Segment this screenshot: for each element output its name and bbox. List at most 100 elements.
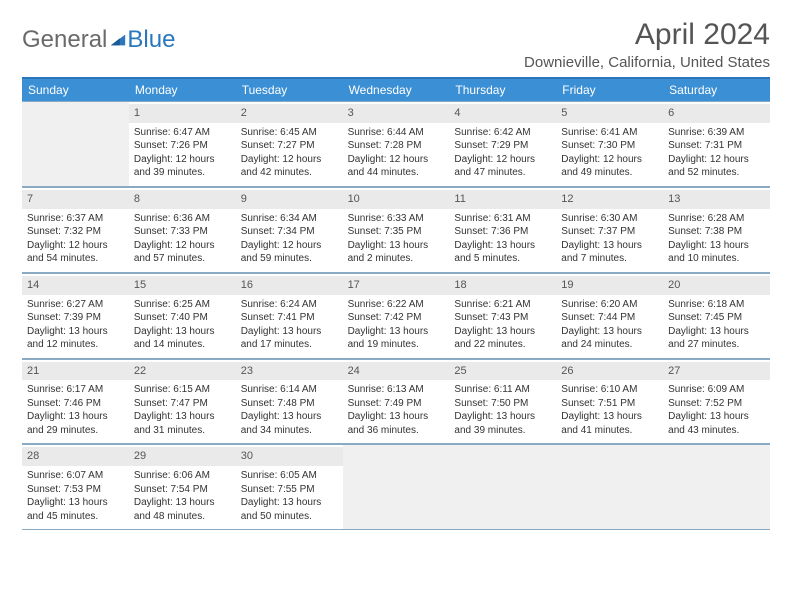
sunset-line: Sunset: 7:46 PM [27,397,124,411]
sunrise-line: Sunrise: 6:10 AM [561,383,658,397]
sunrise-line: Sunrise: 6:06 AM [134,469,231,483]
daylight-line: Daylight: 13 hours and 14 minutes. [134,325,231,352]
sunrise-line: Sunrise: 6:47 AM [134,126,231,140]
sunrise-line: Sunrise: 6:21 AM [454,298,551,312]
calendar-cell: 12Sunrise: 6:30 AMSunset: 7:37 PMDayligh… [556,187,663,273]
day-number: 16 [236,276,343,295]
sunrise-line: Sunrise: 6:25 AM [134,298,231,312]
sunset-line: Sunset: 7:53 PM [27,483,124,497]
daylight-line: Daylight: 13 hours and 7 minutes. [561,239,658,266]
sunset-line: Sunset: 7:52 PM [668,397,765,411]
calendar-cell: 18Sunrise: 6:21 AMSunset: 7:43 PMDayligh… [449,273,556,359]
calendar-grid: SundayMondayTuesdayWednesdayThursdayFrid… [22,77,770,530]
calendar-cell: 17Sunrise: 6:22 AMSunset: 7:42 PMDayligh… [343,273,450,359]
sunset-line: Sunset: 7:39 PM [27,311,124,325]
day-number: 3 [343,104,450,123]
daylight-line: Daylight: 12 hours and 52 minutes. [668,153,765,180]
sunrise-line: Sunrise: 6:09 AM [668,383,765,397]
calendar-cell: 14Sunrise: 6:27 AMSunset: 7:39 PMDayligh… [22,273,129,359]
weekday-header: Wednesday [343,79,450,101]
sunset-line: Sunset: 7:31 PM [668,139,765,153]
calendar-cell [556,444,663,530]
daylight-line: Daylight: 13 hours and 48 minutes. [134,496,231,523]
weekday-header: Sunday [22,79,129,101]
day-number: 15 [129,276,236,295]
day-number: 24 [343,362,450,381]
title-block: April 2024 Downieville, California, Unit… [524,18,770,71]
calendar-cell: 10 Sunrise: 6:33 AMSunset: 7:35 PMDayligh… [343,187,450,273]
sunset-line: Sunset: 7:30 PM [561,139,658,153]
daylight-line: Daylight: 13 hours and 27 minutes. [668,325,765,352]
sunrise-line: Sunrise: 6:05 AM [241,469,338,483]
daylight-line: Daylight: 13 hours and 39 minutes. [454,410,551,437]
sunset-line: Sunset: 7:55 PM [241,483,338,497]
sunset-line: Sunset: 7:32 PM [27,225,124,239]
daylight-line: Daylight: 13 hours and 24 minutes. [561,325,658,352]
day-number: 25 [449,362,556,381]
calendar-cell: 25Sunrise: 6:11 AMSunset: 7:50 PMDayligh… [449,359,556,445]
logo-text-blue: Blue [127,26,175,54]
calendar-cell: 19Sunrise: 6:20 AMSunset: 7:44 PMDayligh… [556,273,663,359]
weekday-header: Monday [129,79,236,101]
day-number: 28 [22,447,129,466]
header: General Blue April 2024 Downieville, Cal… [22,18,770,71]
sunrise-line: Sunrise: 6:31 AM [454,212,551,226]
day-number: 29 [129,447,236,466]
sunset-line: Sunset: 7:51 PM [561,397,658,411]
daylight-line: Daylight: 13 hours and 22 minutes. [454,325,551,352]
calendar-cell: 15Sunrise: 6:25 AMSunset: 7:40 PMDayligh… [129,273,236,359]
calendar-cell: 28 Sunrise: 6:07 AMSunset: 7:53 PMDayligh… [22,444,129,530]
calendar-cell: 30Sunrise: 6:05 AMSunset: 7:55 PMDayligh… [236,444,343,530]
day-number: 9 [236,190,343,209]
sunrise-line: Sunrise: 6:27 AM [27,298,124,312]
sunrise-line: Sunrise: 6:15 AM [134,383,231,397]
calendar-cell: 2Sunrise: 6:45 AMSunset: 7:27 PMDaylight… [236,101,343,187]
daylight-line: Daylight: 13 hours and 10 minutes. [668,239,765,266]
sunset-line: Sunset: 7:28 PM [348,139,445,153]
sunrise-line: Sunrise: 6:14 AM [241,383,338,397]
location: Downieville, California, United States [524,54,770,71]
logo-mark-icon [109,31,127,49]
sunrise-line: Sunrise: 6:28 AM [668,212,765,226]
daylight-line: Daylight: 13 hours and 29 minutes. [27,410,124,437]
weekday-header: Tuesday [236,79,343,101]
day-number: 17 [343,276,450,295]
sunset-line: Sunset: 7:33 PM [134,225,231,239]
sunrise-line: Sunrise: 6:44 AM [348,126,445,140]
day-number: 1 [129,104,236,123]
day-number: 26 [556,362,663,381]
calendar-cell: 23Sunrise: 6:14 AMSunset: 7:48 PMDayligh… [236,359,343,445]
day-number: 10 [343,190,450,209]
weekday-header: Thursday [449,79,556,101]
calendar-cell: 24Sunrise: 6:13 AMSunset: 7:49 PMDayligh… [343,359,450,445]
weekday-header: Saturday [663,79,770,101]
sunrise-line: Sunrise: 6:33 AM [348,212,445,226]
daylight-line: Daylight: 13 hours and 2 minutes. [348,239,445,266]
weekday-header: Friday [556,79,663,101]
calendar-cell [449,444,556,530]
daylight-line: Daylight: 13 hours and 43 minutes. [668,410,765,437]
day-number: 7 [22,190,129,209]
sunset-line: Sunset: 7:43 PM [454,311,551,325]
calendar-cell: 8Sunrise: 6:36 AMSunset: 7:33 PMDaylight… [129,187,236,273]
daylight-line: Daylight: 13 hours and 45 minutes. [27,496,124,523]
day-number: 5 [556,104,663,123]
day-number: 13 [663,190,770,209]
day-number: 14 [22,276,129,295]
daylight-line: Daylight: 12 hours and 47 minutes. [454,153,551,180]
month-title: April 2024 [524,18,770,52]
sunrise-line: Sunrise: 6:36 AM [134,212,231,226]
calendar-cell: 7Sunrise: 6:37 AMSunset: 7:32 PMDaylight… [22,187,129,273]
sunrise-line: Sunrise: 6:11 AM [454,383,551,397]
sunrise-line: Sunrise: 6:07 AM [27,469,124,483]
sunrise-line: Sunrise: 6:17 AM [27,383,124,397]
day-number: 19 [556,276,663,295]
calendar-cell [22,101,129,187]
sunrise-line: Sunrise: 6:45 AM [241,126,338,140]
calendar-cell: 26Sunrise: 6:10 AMSunset: 7:51 PMDayligh… [556,359,663,445]
sunset-line: Sunset: 7:47 PM [134,397,231,411]
day-number: 6 [663,104,770,123]
sunset-line: Sunset: 7:35 PM [348,225,445,239]
daylight-line: Daylight: 13 hours and 34 minutes. [241,410,338,437]
calendar-cell: 11Sunrise: 6:31 AMSunset: 7:36 PMDayligh… [449,187,556,273]
